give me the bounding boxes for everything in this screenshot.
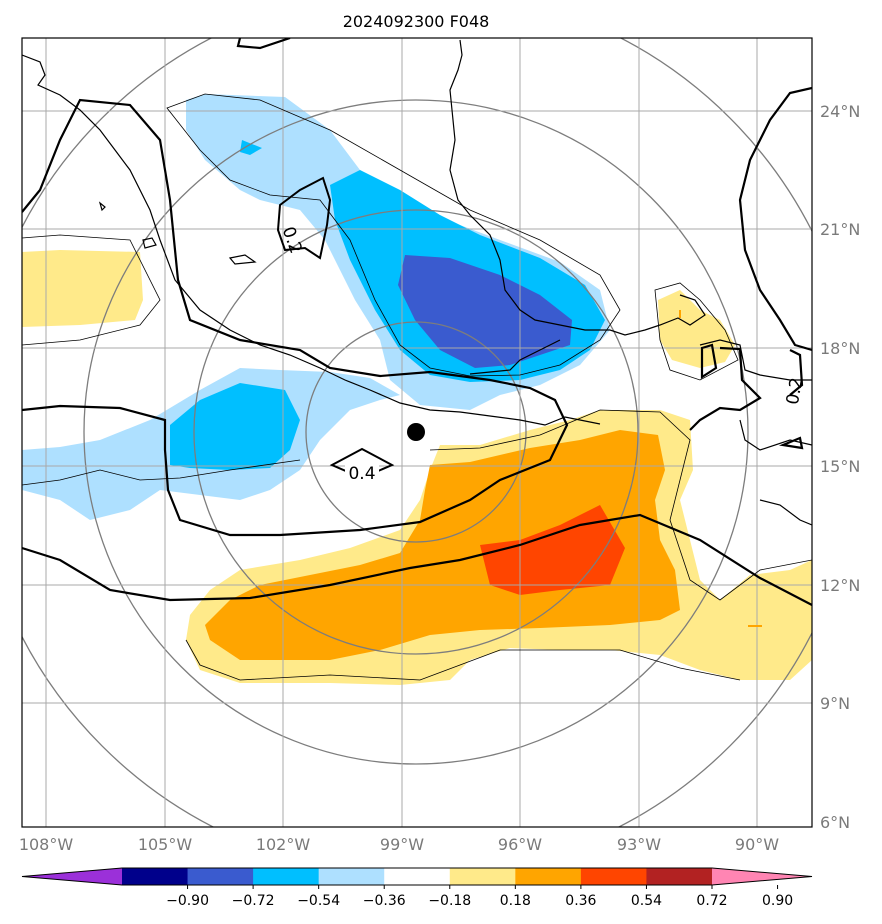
lat-label: 6°N [820, 813, 850, 832]
colorbar-tick-label: −0.72 [232, 893, 275, 909]
colorbar: −0.90 −0.72 −0.54 −0.36 −0.18 0.18 0.36 0.54 0.7… [21, 867, 813, 909]
colorbar-segment [122, 868, 189, 885]
thin-contours [22, 93, 812, 681]
bold-contours [22, 38, 812, 606]
coastlines [22, 39, 812, 526]
lon-label: 90°W [735, 835, 779, 854]
shade-negative-speck [240, 140, 262, 155]
colorbar-segment [449, 868, 516, 885]
lat-label: 12°N [820, 576, 860, 595]
lon-label: 105°W [138, 835, 193, 854]
lat-label: 24°N [820, 102, 860, 121]
colorbar-segment [187, 868, 254, 885]
map-area: 0.2 0.4 0.2 [22, 38, 812, 827]
colorbar-segment [318, 868, 385, 885]
lat-label: 9°N [820, 694, 850, 713]
shade-positive-medium-south [205, 430, 680, 660]
lat-labels: 24°N 21°N 18°N 15°N 12°N 9°N 6°N [820, 102, 860, 832]
colorbar-tick-label: 0.36 [565, 893, 596, 909]
map-frame [21, 37, 813, 828]
storm-center-marker [407, 423, 425, 441]
colorbar-segment [253, 868, 320, 885]
colorbar-extend-high [712, 868, 812, 885]
colorbar-segment [580, 868, 647, 885]
shade-positive-light-west [22, 250, 143, 327]
lat-label: 15°N [820, 457, 860, 476]
colorbar-tick-label: 0.18 [500, 893, 531, 909]
colorbar-outline [21, 867, 813, 886]
colorbar-tick-label: −0.36 [363, 893, 406, 909]
shade-negative-dark-north [398, 255, 572, 368]
colorbar-tick-label: −0.90 [166, 893, 209, 909]
lon-label: 96°W [498, 835, 542, 854]
shade-negative-medium-west [170, 383, 300, 470]
colorbar-tick-label: 0.72 [696, 893, 727, 909]
plot-title: 2024092300 F048 [343, 12, 490, 31]
lon-label: 102°W [256, 835, 311, 854]
colorbar-extend-low [22, 868, 122, 885]
lat-label: 18°N [820, 339, 860, 358]
shade-positive-dark-south [480, 505, 625, 595]
contour-label-0p2-east: 0.2 [783, 376, 807, 406]
lon-labels: 108°W 105°W 102°W 99°W 96°W 93°W 90°W [19, 835, 779, 854]
colorbar-segment [384, 868, 451, 885]
lon-label: 108°W [19, 835, 74, 854]
lat-label: 21°N [820, 220, 860, 239]
contour-label-bg [345, 462, 379, 482]
colorbar-tick-label: 0.54 [631, 893, 662, 909]
colorbar-segment [646, 868, 713, 885]
lon-label: 93°W [617, 835, 661, 854]
contour-label-0p4: 0.4 [348, 464, 375, 484]
colorbar-tick-label: −0.18 [428, 893, 471, 909]
range-rings [22, 38, 812, 827]
colorbar-tick-label: 0.90 [762, 893, 793, 909]
contour-0p2-north [276, 176, 332, 260]
colorbar-tick-label: −0.54 [297, 893, 340, 909]
graticule [22, 38, 812, 827]
lon-label: 99°W [380, 835, 424, 854]
colorbar-segment [515, 868, 582, 885]
